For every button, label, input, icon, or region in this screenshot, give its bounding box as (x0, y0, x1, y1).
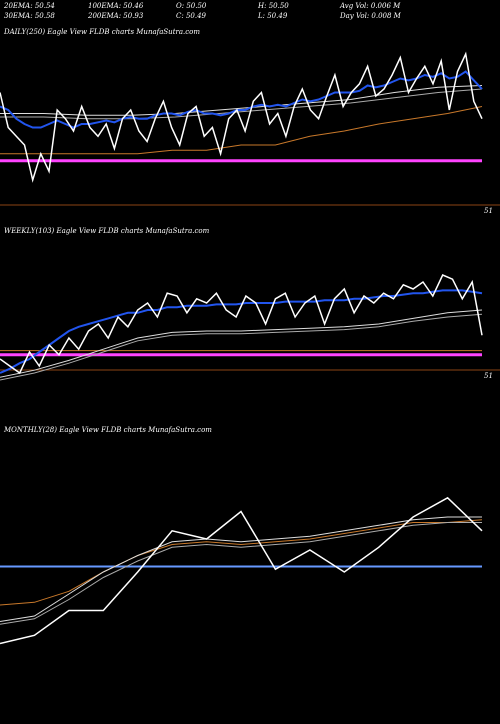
header-stat: Day Vol: 0.008 M (339, 12, 402, 20)
price-line (0, 313, 483, 381)
header-stat: Avg Vol: 0.006 M (339, 2, 401, 10)
price-line (0, 51, 483, 183)
header-stat: C: 50.49 (176, 12, 207, 20)
price-line (0, 519, 483, 606)
panel-title: MONTHLY(28) Eagle View FLDB charts Munaf… (3, 426, 212, 434)
header-stat: H: 50.50 (257, 2, 289, 10)
header-stat: 20EMA: 50.54 (3, 2, 55, 10)
header-stat: 200EMA: 50.93 (87, 12, 144, 20)
price-line (0, 85, 483, 116)
header-stat: L: 50.49 (257, 12, 288, 20)
price-label: 51 (484, 207, 493, 215)
panel-title: WEEKLY(103) Eagle View FLDB charts Munaf… (4, 227, 210, 235)
price-line (0, 289, 483, 374)
panel-title: DAILY(250) Eagle View FLDB charts Munafa… (3, 28, 200, 36)
header-stat: 100EMA: 50.46 (88, 2, 144, 10)
header-stat: O: 50.50 (176, 2, 207, 10)
price-line (0, 88, 483, 120)
price-line (0, 274, 483, 375)
price-line (0, 70, 483, 129)
price-line (0, 496, 483, 645)
price-line (0, 106, 483, 155)
price-line (0, 309, 483, 378)
price-label: 51 (484, 372, 493, 380)
price-line (0, 516, 482, 622)
header-stat: 30EMA: 50.58 (4, 12, 55, 20)
